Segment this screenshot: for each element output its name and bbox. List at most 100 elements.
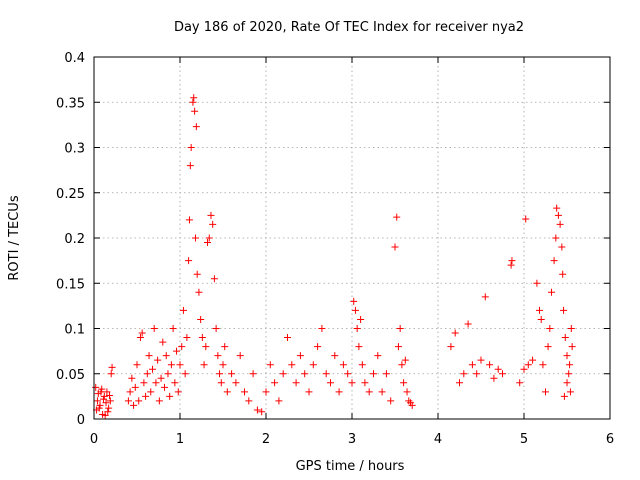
data-point (309, 361, 317, 369)
data-point (561, 334, 569, 342)
x-axis-label: GPS time / hours (296, 459, 405, 474)
data-point (522, 215, 530, 223)
data-point (361, 379, 369, 387)
data-point (271, 379, 279, 387)
data-point (408, 401, 416, 409)
data-point (284, 334, 291, 342)
data-point (221, 343, 229, 351)
data-point (554, 211, 562, 219)
data-point (105, 404, 113, 412)
data-point (176, 361, 184, 369)
data-point (136, 334, 144, 342)
y-tick-label: 0 (77, 413, 85, 428)
data-point (241, 388, 248, 396)
data-point (93, 397, 101, 405)
data-point (171, 379, 179, 387)
x-tick-label: 4 (434, 432, 442, 447)
y-tick-label: 0.4 (64, 51, 85, 66)
data-point (560, 306, 568, 314)
data-point (185, 257, 193, 265)
data-point (96, 401, 104, 409)
data-point (490, 374, 498, 382)
data-point (216, 370, 224, 378)
x-tick-label: 3 (348, 432, 356, 447)
data-point (103, 388, 111, 396)
data-point (553, 204, 561, 212)
data-point (560, 392, 568, 400)
data-point (92, 383, 100, 391)
data-point (477, 356, 485, 364)
data-point (98, 385, 106, 393)
data-point (314, 343, 322, 351)
data-point (568, 343, 576, 351)
data-point (548, 288, 556, 296)
data-point (262, 388, 270, 396)
data-point (207, 211, 215, 219)
data-point (148, 365, 156, 373)
data-point (191, 234, 199, 242)
data-point (339, 361, 347, 369)
data-point (351, 306, 359, 314)
data-point (133, 361, 141, 369)
data-point (460, 370, 468, 378)
data-point (357, 315, 365, 323)
data-point (173, 347, 181, 355)
data-point (396, 325, 404, 332)
data-point (105, 391, 113, 399)
x-tick-label: 1 (176, 432, 184, 447)
data-point (94, 390, 102, 398)
data-point (499, 370, 506, 378)
data-point (322, 370, 330, 378)
data-point (209, 220, 217, 228)
data-point (464, 320, 472, 328)
data-point (128, 374, 136, 382)
data-point (558, 243, 566, 251)
x-tick-label: 6 (606, 432, 614, 447)
data-point (143, 370, 151, 378)
y-tick-label: 0.1 (64, 323, 85, 338)
data-point (533, 279, 541, 287)
x-tick-label: 0 (90, 432, 98, 447)
y-tick-label: 0.35 (56, 96, 85, 111)
data-point (154, 356, 162, 364)
data-point (108, 363, 116, 371)
data-point (539, 361, 547, 369)
data-point (164, 370, 172, 378)
data-point (537, 315, 545, 323)
data-point (566, 388, 574, 396)
data-point (350, 297, 358, 305)
data-point (400, 379, 408, 387)
data-point (481, 293, 489, 301)
data-point (559, 270, 567, 278)
grid-lines (94, 57, 610, 419)
axis-ticks: 0 1 2 3 4 5 6 0 0.05 0.1 0.15 0.2 0.25 0.3 0.35 0.4 (56, 51, 614, 447)
data-point (348, 379, 356, 387)
data-point (191, 107, 199, 115)
data-point (563, 352, 571, 360)
data-point (183, 334, 191, 342)
data-point (190, 94, 198, 102)
data-point (140, 379, 148, 387)
data-point (181, 370, 189, 378)
x-tick-label: 5 (520, 432, 528, 447)
data-point (353, 325, 361, 332)
data-point (178, 343, 186, 351)
data-point (130, 401, 138, 409)
data-point (245, 397, 253, 405)
data-point (249, 370, 257, 378)
data-point (546, 325, 554, 332)
data-point (358, 361, 366, 369)
data-point (403, 388, 411, 396)
data-point (507, 261, 515, 269)
data-point (150, 325, 158, 332)
data-point (391, 243, 399, 251)
data-point (301, 370, 309, 378)
data-point (563, 379, 571, 387)
data-point (202, 343, 210, 351)
data-point (552, 234, 560, 242)
data-point (102, 399, 110, 407)
data-point (394, 343, 402, 351)
data-point (524, 361, 532, 369)
data-points (92, 94, 576, 419)
data-point (335, 388, 343, 396)
